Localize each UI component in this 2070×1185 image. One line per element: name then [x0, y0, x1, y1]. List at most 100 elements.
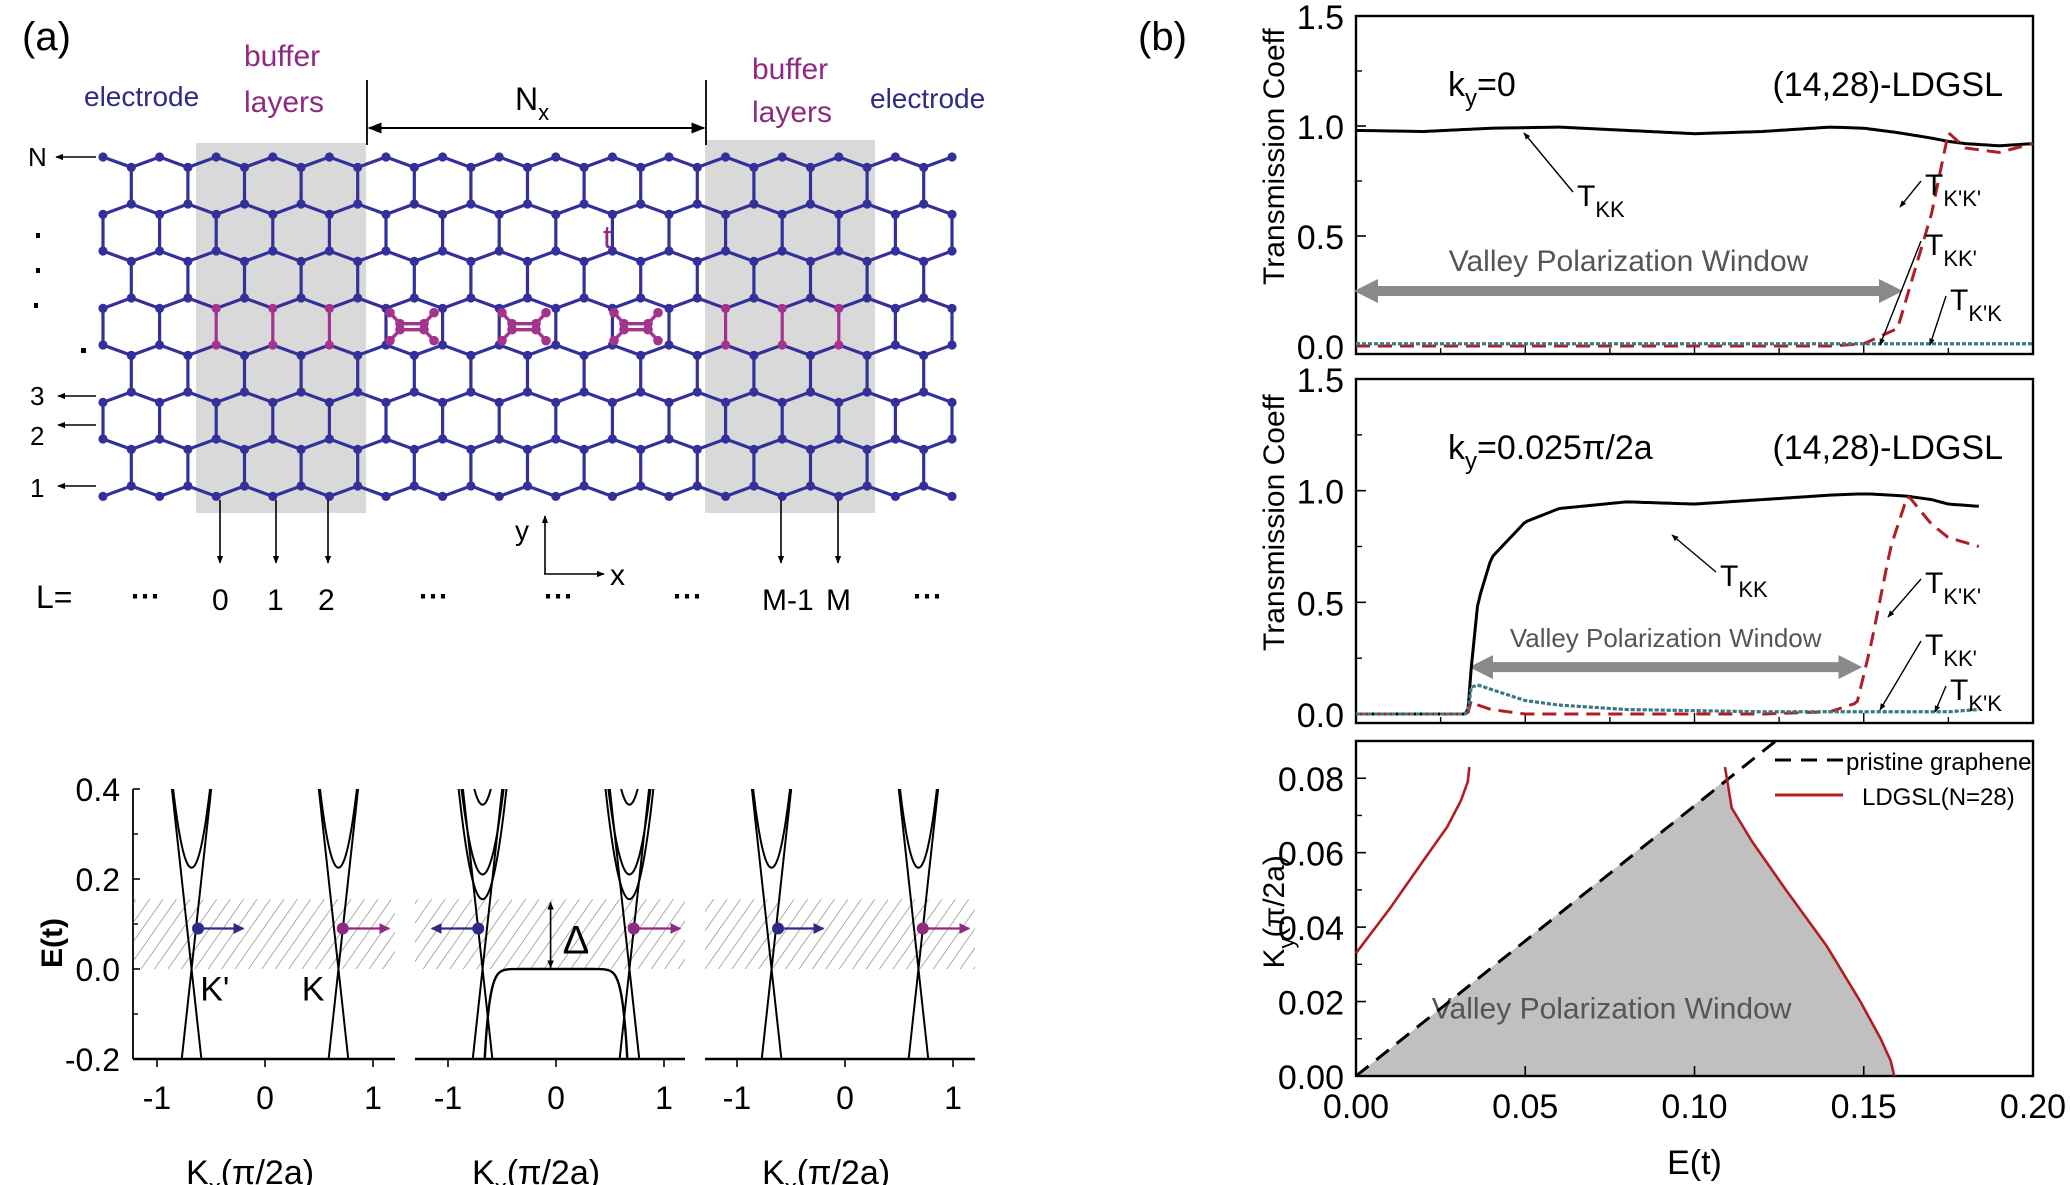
- lattice-bond: [102, 390, 132, 404]
- lattice-atom: [296, 350, 306, 360]
- lattice-bond: [923, 437, 953, 451]
- lattice-bond: [583, 390, 613, 404]
- lattice-bond: [272, 437, 302, 451]
- valley-window-label: Valley Polarization Window: [1449, 245, 1809, 278]
- bands-xlabel: Kx(π/2a): [472, 1154, 600, 1185]
- lattice-atom: [919, 162, 929, 172]
- ytick-label: 0.0: [1297, 697, 1344, 735]
- lattice-bond: [385, 437, 415, 451]
- lattice-atom: [211, 152, 221, 162]
- lattice-atom: [183, 199, 193, 209]
- lattice-atom: [296, 481, 306, 491]
- lattice-bond: [668, 484, 698, 498]
- curve-tkk: [1356, 129, 2034, 348]
- lattice-bond: [555, 155, 585, 169]
- lattice-atom: [636, 162, 646, 172]
- curve-label-pointer: [1934, 685, 1947, 713]
- lattice-atom: [749, 162, 759, 172]
- lattice-atom: [211, 303, 221, 313]
- lattice-atom: [947, 303, 957, 313]
- lattice-atom: [579, 387, 589, 397]
- lattice-atom: [919, 444, 929, 454]
- lattice-bond: [442, 437, 472, 451]
- lattice-bond: [668, 296, 698, 310]
- lattice-bond: [385, 343, 415, 357]
- lattice-bond: [894, 390, 925, 404]
- lattice-atom: [607, 246, 618, 256]
- defect-atom: [609, 335, 619, 346]
- lattice-bond: [781, 390, 812, 404]
- electrode-label-left: electrode: [84, 81, 199, 112]
- lattice-bond: [328, 390, 359, 404]
- lattice-atom: [551, 246, 561, 256]
- lattice-atom: [522, 199, 533, 209]
- lattice-bond: [215, 202, 246, 216]
- lattice-bond: [753, 155, 783, 169]
- lattice-atom: [607, 397, 618, 407]
- lattice-atom: [183, 444, 193, 454]
- lattice-bond: [696, 484, 727, 498]
- lattice-atom: [494, 246, 504, 256]
- lattice-atom: [183, 293, 193, 303]
- band-panel-2: -1 0 1 Kx(π/2a) Δ: [415, 789, 685, 1185]
- lattice-atom: [126, 444, 136, 454]
- lattice-bond: [555, 390, 585, 404]
- lattice-atom: [409, 293, 419, 303]
- curve-label-pointer: [1523, 132, 1574, 193]
- buffer-label-right-line1: buffer: [752, 53, 828, 86]
- bands-xtick-label: 1: [364, 1080, 382, 1116]
- lattice-atom: [664, 303, 674, 313]
- lattice-bond: [413, 296, 444, 310]
- lattice-bond: [923, 484, 953, 498]
- lattice-bond: [300, 437, 330, 451]
- lattice-bond: [187, 249, 217, 263]
- dirac-cone-branch: [317, 789, 350, 1059]
- lattice-atom: [777, 209, 787, 219]
- lattice-atom: [749, 199, 759, 209]
- lattice-bond: [272, 249, 302, 263]
- lattice-atom: [409, 444, 419, 454]
- lattice-atom: [438, 152, 448, 162]
- lattice-bond: [243, 202, 274, 216]
- lattice-bond: [668, 343, 698, 357]
- lattice-bond: [187, 390, 217, 404]
- lattice-bond: [611, 484, 642, 498]
- lattice-bond: [866, 296, 896, 310]
- lattice-bond: [413, 343, 444, 357]
- lattice-atom: [890, 209, 901, 219]
- lattice-bond: [781, 343, 812, 357]
- lattice-atom: [692, 387, 702, 397]
- layer-label: 0: [212, 584, 229, 617]
- lattice-bond: [696, 437, 727, 451]
- lattice-atom: [862, 256, 872, 266]
- lattice-bond: [894, 484, 925, 498]
- ldgsl-branch: [1354, 766, 1471, 954]
- lattice-bond: [526, 296, 557, 310]
- lattice-atom: [579, 256, 589, 266]
- lattice-atom: [466, 387, 476, 397]
- lattice-bond: [781, 296, 812, 310]
- bands-xtick-label: 1: [655, 1080, 673, 1116]
- lattice-atom: [296, 199, 306, 209]
- lattice-atom: [98, 340, 108, 350]
- ytick-label: 1.0: [1297, 474, 1344, 512]
- lattice-atom: [664, 209, 674, 219]
- subband: [318, 789, 358, 869]
- subband: [607, 789, 652, 876]
- lattice-atom: [183, 162, 193, 172]
- lattice-bond: [696, 249, 727, 263]
- lattice-bond: [781, 202, 812, 216]
- lattice-bond: [357, 343, 387, 357]
- lattice-bond: [243, 155, 274, 169]
- layer-label: ⋯: [130, 580, 160, 613]
- lattice-bond: [159, 296, 189, 310]
- curve-label-kk: TKK: [1577, 180, 1625, 222]
- lattice-bond: [696, 296, 727, 310]
- valley-label-kprime: K': [200, 971, 229, 1009]
- lattice-bond: [923, 202, 953, 216]
- lattice-bond: [668, 202, 698, 216]
- defect-atom: [385, 307, 395, 318]
- lattice-atom: [466, 293, 476, 303]
- lattice-atom: [919, 387, 929, 397]
- lattice-bond: [300, 202, 330, 216]
